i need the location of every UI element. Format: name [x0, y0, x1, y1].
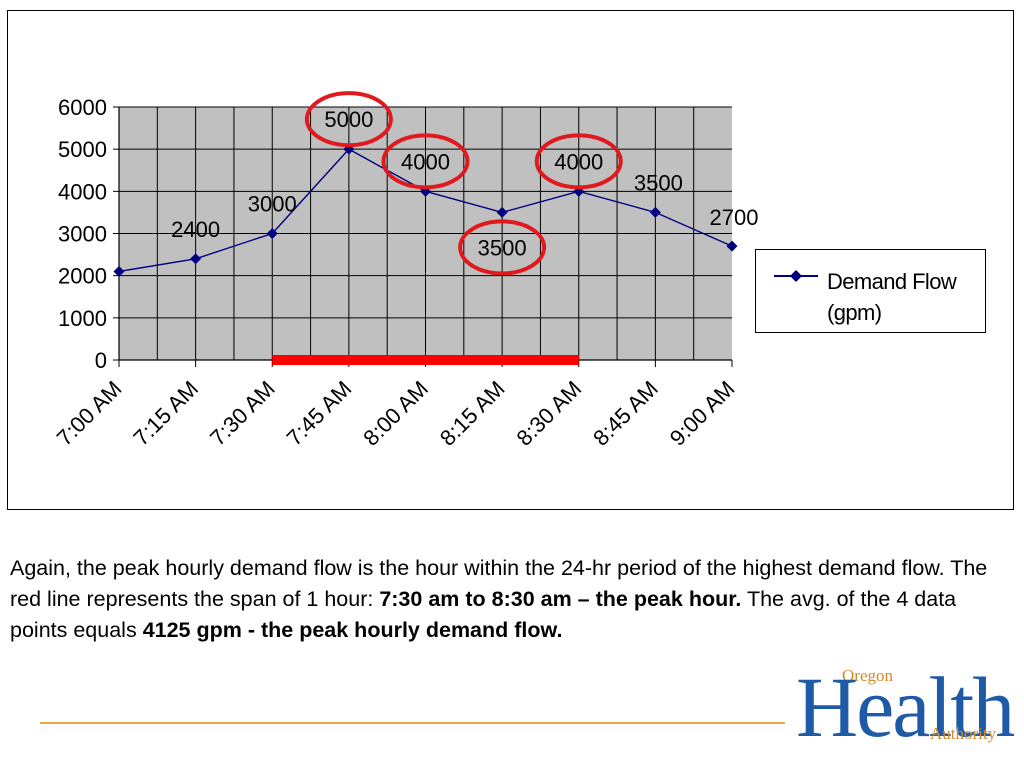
x-tick-label: 8:30 AM	[512, 376, 587, 451]
highlight-circle	[458, 219, 547, 276]
y-tick-label: 3000	[58, 222, 107, 247]
logo-oregon-text: Oregon	[842, 666, 893, 685]
highlight-circle	[304, 91, 393, 148]
oregon-health-authority-logo: Oregon Health Authority	[790, 662, 1015, 750]
caption-text-1: Again, the peak hourly demand flow is th…	[10, 556, 988, 611]
highlight-circle	[534, 133, 623, 190]
x-tick-label: 8:00 AM	[358, 376, 433, 451]
chart-frame: 0 1000 2000 3000 4000 5000 6000 7:00 AM 7:15 AM 7…	[7, 10, 1014, 510]
data-label: 3500	[478, 235, 527, 260]
highlight-circle	[381, 133, 470, 190]
data-point	[496, 206, 508, 218]
legend-label-line2: (gpm)	[827, 300, 882, 325]
data-label: 3500	[634, 170, 683, 195]
x-tick-label: 7:45 AM	[282, 376, 357, 451]
peak-hour-span-bar	[272, 355, 579, 365]
x-tick-label: 8:45 AM	[588, 376, 663, 451]
x-tick-label: 9:00 AM	[665, 376, 740, 451]
y-tick-label: 1000	[58, 306, 107, 331]
data-point	[649, 206, 661, 218]
footer-divider	[40, 722, 785, 724]
slide-caption: Again, the peak hourly demand flow is th…	[10, 553, 1005, 646]
legend-series-label: Demand Flow (gpm)	[827, 266, 985, 328]
data-label: 3000	[248, 192, 297, 217]
logo-authority-text: Authority	[930, 724, 997, 743]
legend-series-marker	[774, 270, 818, 282]
chart-legend: Demand Flow (gpm)	[755, 249, 986, 333]
data-label: 5000	[324, 107, 373, 132]
legend-label-line1: Demand Flow	[827, 269, 957, 294]
caption-bold-peak-flow: 4125 gpm - the peak hourly demand flow.	[142, 618, 563, 642]
caption-text-2: The avg. of the 4 data points equals	[10, 587, 957, 642]
y-tick-label: 4000	[58, 179, 107, 204]
logo-health-text: Health	[796, 659, 1015, 755]
data-label: 4000	[554, 149, 603, 174]
x-tick-label: 7:15 AM	[128, 376, 203, 451]
y-tick-label: 0	[95, 348, 107, 373]
data-label: 4000	[401, 149, 450, 174]
data-point	[113, 265, 125, 277]
caption-bold-peak-hour: 7:30 am to 8:30 am – the peak hour.	[379, 587, 742, 611]
data-point	[266, 228, 278, 239]
x-tick-label: 7:00 AM	[52, 376, 127, 451]
y-tick-label: 5000	[58, 137, 107, 162]
data-point	[726, 240, 738, 252]
x-tick-label: 8:15 AM	[435, 376, 510, 451]
data-label: 2700	[710, 205, 759, 230]
x-tick-label: 7:30 AM	[205, 376, 280, 451]
y-tick-label: 2000	[58, 264, 107, 289]
data-label: 2400	[171, 217, 220, 242]
y-tick-label: 6000	[58, 95, 107, 120]
